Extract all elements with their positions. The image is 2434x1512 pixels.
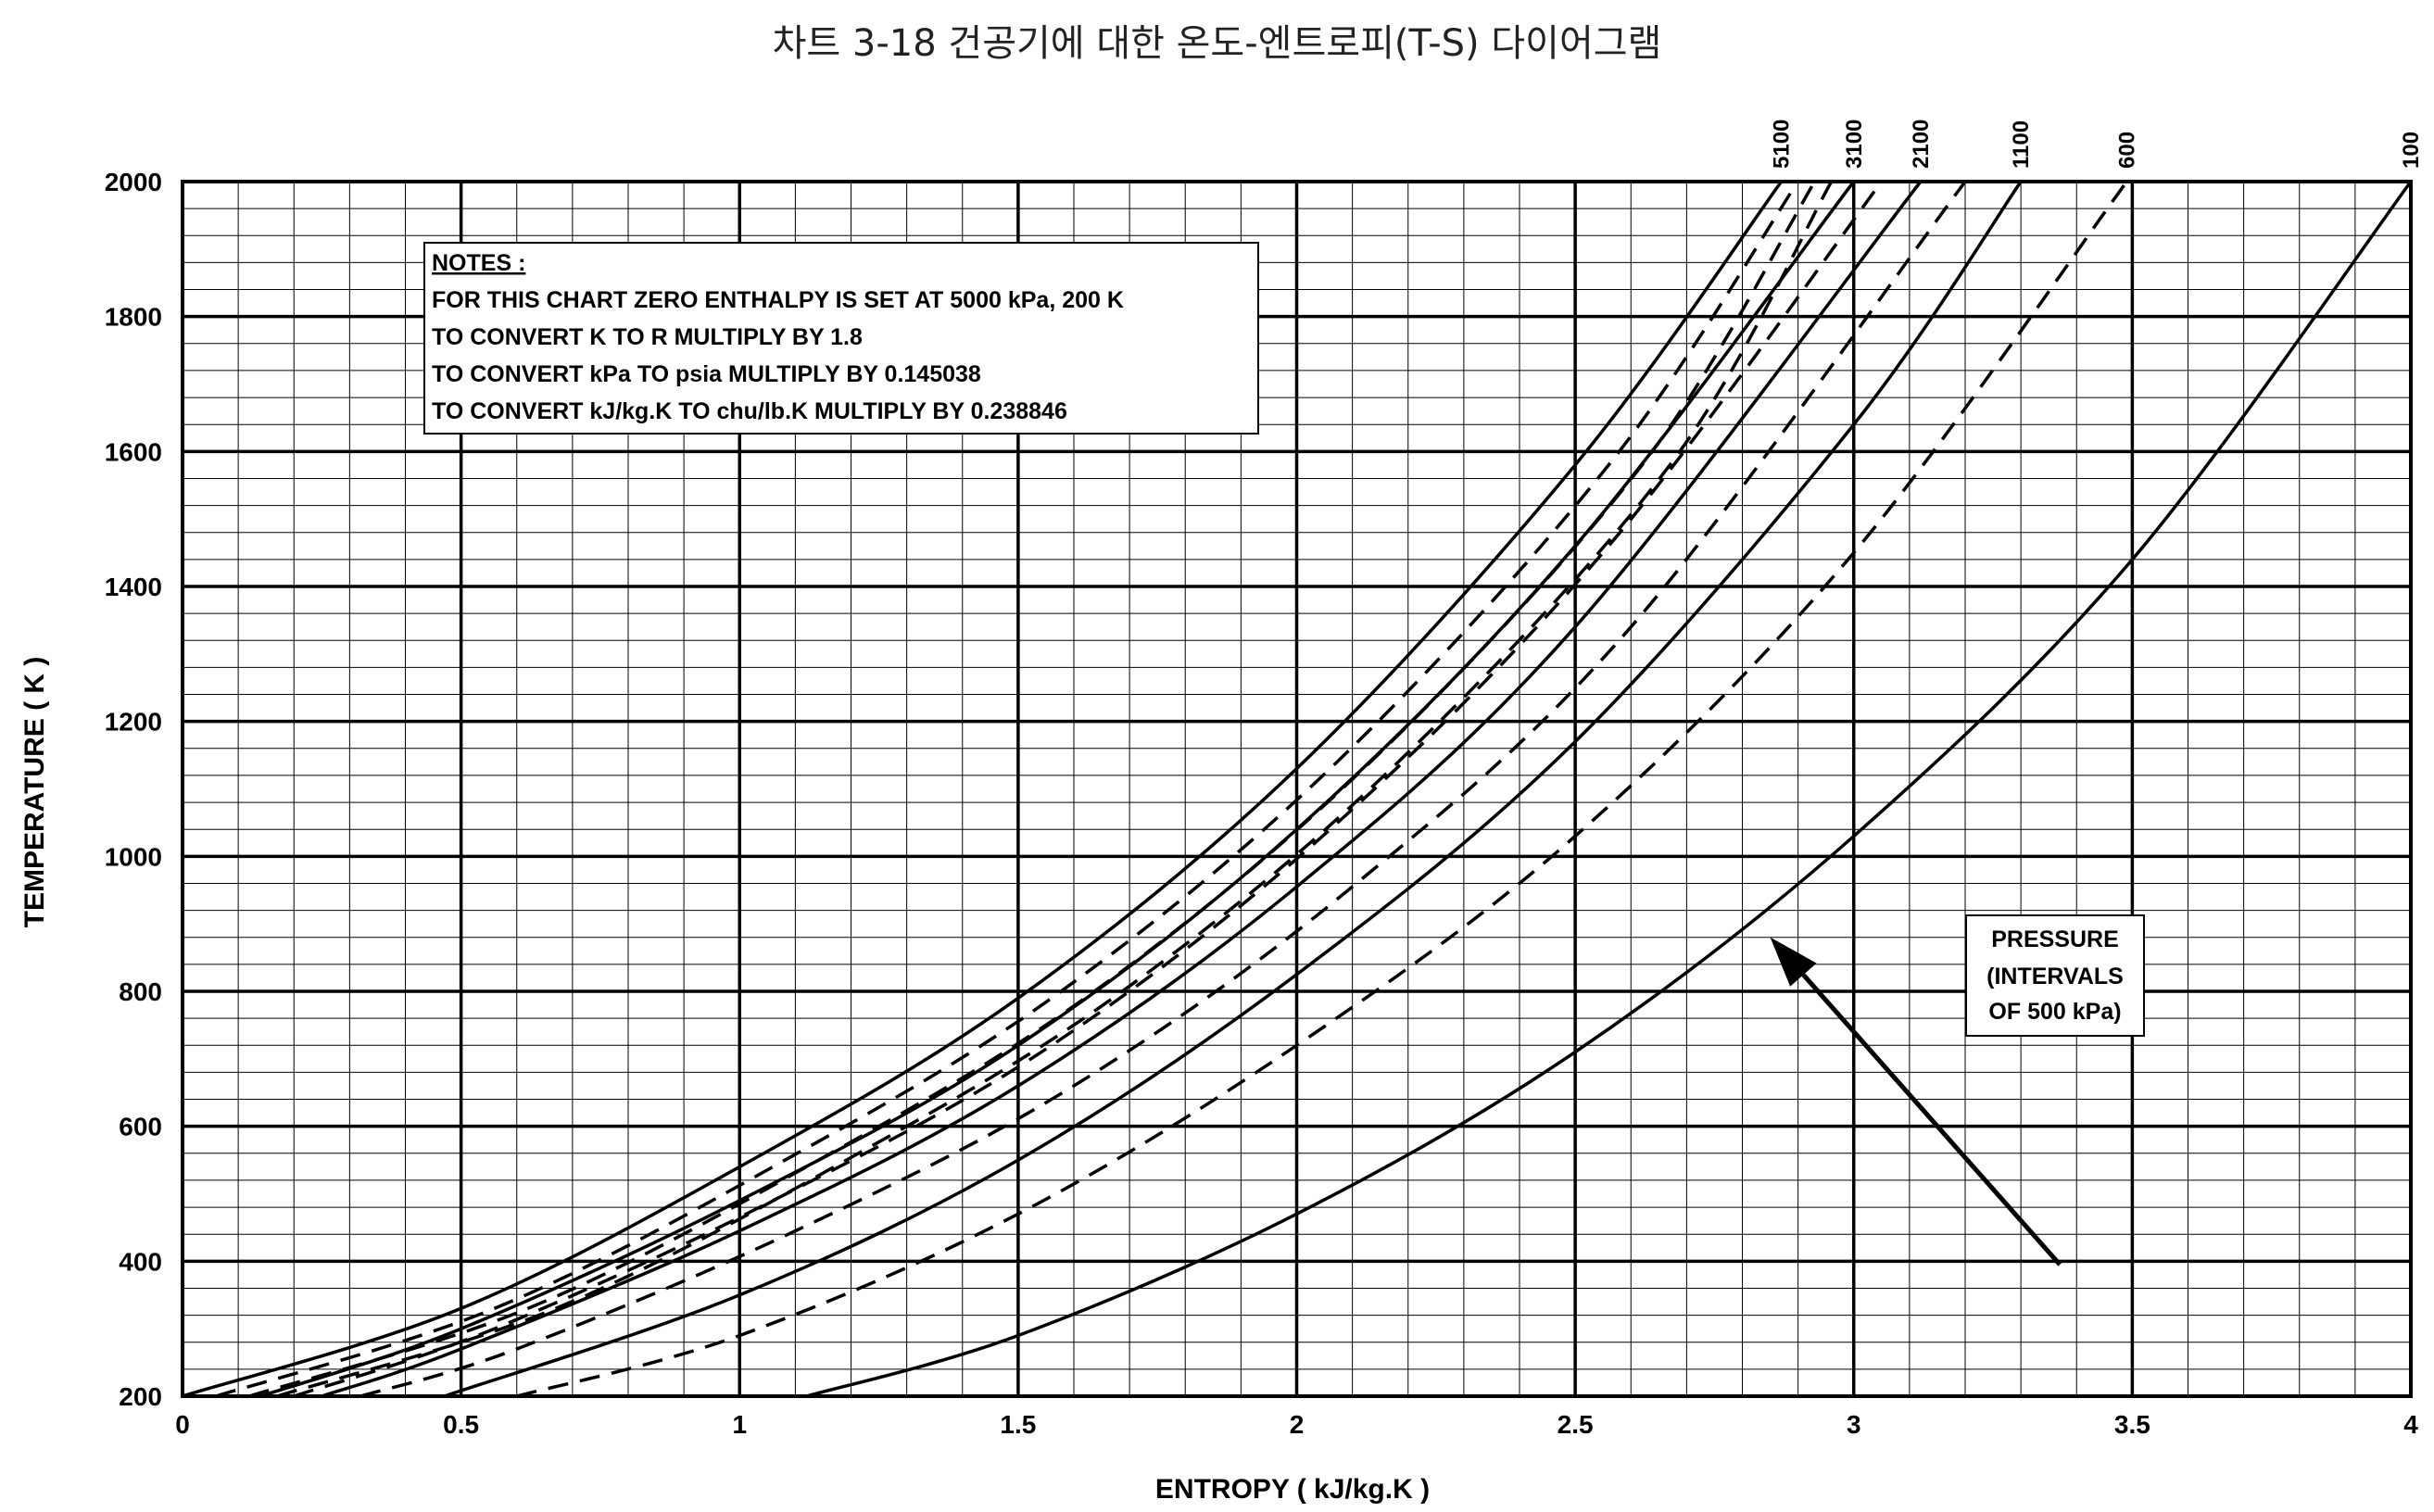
pressure-annotation: PRESSURE (INTERVALS OF 500 kPa) [1770,914,2145,1266]
y-tick-label: 200 [119,1382,162,1411]
curve-labels: 5100 3100 2100 1100 600 100 [1770,120,2424,169]
y-tick-label: 400 [119,1247,162,1276]
x-tick-label: 4 [2403,1410,2418,1439]
pressure-annotation-line: OF 500 kPa) [1988,999,2121,1025]
pressure-curve [444,181,2023,1398]
x-tick-label: 1 [732,1410,747,1439]
major-grid [183,182,2411,1396]
y-tick-label: 1600 [105,437,162,466]
chart-title: 차트 3-18 건공기에 대한 온도-엔트로피(T-S) 다이어그램 [772,22,1662,65]
pressure-curve [516,180,2128,1398]
pressure-curve [293,180,1884,1398]
pressure-annotation-line: PRESSURE [1991,926,2119,952]
x-axis-label: ENTROPY ( kJ/kg.K ) [1155,1474,1430,1505]
y-tick-label: 1400 [105,573,162,601]
notes-box: NOTES : FOR THIS CHART ZERO ENTHALPY IS … [423,242,1259,435]
y-tick-labels: 200 400 600 800 1000 1200 1400 1600 1800 2000 [105,168,162,1411]
x-tick-label: 2 [1290,1410,1305,1439]
curve-label: 1100 [2009,120,2034,169]
notes-line: TO CONVERT kJ/kg.K TO chu/lb.K MULTIPLY … [432,398,1067,424]
pressure-curves [182,180,2413,1398]
pressure-annotation-line: (INTERVALS [1986,964,2124,989]
x-tick-label: 1.5 [1000,1410,1036,1439]
curve-label: 2100 [1909,120,1934,169]
pressure-curve [359,180,1967,1398]
y-tick-label: 1000 [105,842,162,871]
pressure-arrow-head [1770,937,1817,987]
notes-heading: NOTES : [432,250,525,276]
y-tick-label: 800 [119,977,162,1006]
x-tick-labels: 0 0.5 1 1.5 2 2.5 3 3.5 4 [175,1410,2418,1439]
x-tick-label: 3.5 [2114,1410,2150,1439]
plot-border [181,180,2413,1398]
notes-line: TO CONVERT kPa TO psia MULTIPLY BY 0.145… [432,361,981,387]
y-tick-label: 1200 [105,708,162,737]
pressure-curve [182,180,1784,1398]
y-tick-label: 2000 [105,168,162,196]
notes-line: TO CONVERT K TO R MULTIPLY BY 1.8 [432,324,863,350]
pressure-curve [805,180,2413,1398]
pressure-curve [321,180,1923,1398]
plot-frame [181,180,2413,1398]
curve-label: 600 [2114,132,2139,169]
pressure-arrow [1801,973,2062,1266]
y-tick-label: 600 [119,1113,162,1141]
pressure-curve [215,181,1800,1398]
curve-label: 5100 [1770,120,1795,169]
curve-label: 3100 [1842,120,1867,169]
y-axis-label: TEMPERATURE ( K ) [19,657,50,928]
y-tick-label: 1800 [105,303,162,332]
x-tick-label: 0 [175,1410,190,1439]
pressure-curve [259,180,1856,1398]
pressure-curve [276,181,1834,1398]
x-tick-label: 2.5 [1558,1410,1594,1439]
x-tick-label: 3 [1847,1410,1861,1439]
notes-line: FOR THIS CHART ZERO ENTHALPY IS SET AT 5… [432,287,1124,313]
x-tick-label: 0.5 [443,1410,479,1439]
curve-label: 100 [2399,132,2424,169]
